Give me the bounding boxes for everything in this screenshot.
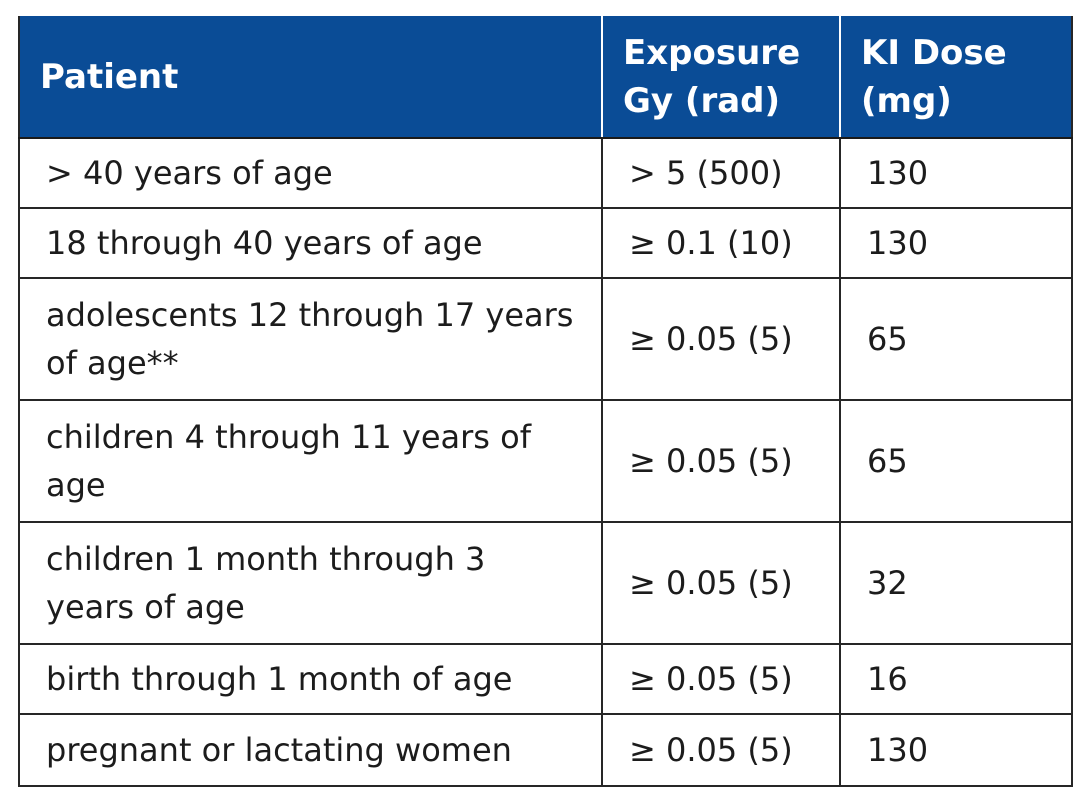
cell-exposure: ≥ 0.05 (5) xyxy=(601,713,841,787)
table-header: Patient Exposure Gy (rad) KI Dose (mg) xyxy=(19,16,1072,139)
table-row: pregnant or lactating women ≥ 0.05 (5) 1… xyxy=(18,713,1073,787)
cell-patient: pregnant or lactating women xyxy=(18,713,603,787)
cell-ki-dose: 130 xyxy=(839,137,1073,209)
table-row: 18 through 40 years of age ≥ 0.1 (10) 13… xyxy=(18,207,1073,279)
table-row: birth through 1 month of age ≥ 0.05 (5) … xyxy=(18,643,1073,715)
ki-dose-table: Patient Exposure Gy (rad) KI Dose (mg) >… xyxy=(18,16,1073,787)
cell-exposure: > 5 (500) xyxy=(601,137,841,209)
cell-exposure: ≥ 0.05 (5) xyxy=(601,643,841,715)
cell-ki-dose: 130 xyxy=(839,207,1073,279)
table-row: adolescents 12 through 17 years of age**… xyxy=(18,277,1073,401)
header-patient: Patient xyxy=(19,16,603,139)
header-row: Patient Exposure Gy (rad) KI Dose (mg) xyxy=(19,16,1072,139)
cell-exposure: ≥ 0.05 (5) xyxy=(601,521,841,645)
cell-exposure: ≥ 0.1 (10) xyxy=(601,207,841,279)
cell-exposure: ≥ 0.05 (5) xyxy=(601,277,841,401)
table-row: children 4 through 11 years of age ≥ 0.0… xyxy=(18,399,1073,523)
cell-ki-dose: 32 xyxy=(839,521,1073,645)
table-body: > 40 years of age > 5 (500) 130 18 throu… xyxy=(18,137,1073,787)
cell-patient: birth through 1 month of age xyxy=(18,643,603,715)
cell-exposure: ≥ 0.05 (5) xyxy=(601,399,841,523)
cell-patient: adolescents 12 through 17 years of age** xyxy=(18,277,603,401)
cell-patient: > 40 years of age xyxy=(18,137,603,209)
header-ki-dose: KI Dose (mg) xyxy=(840,16,1072,139)
ki-dose-table-container: Patient Exposure Gy (rad) KI Dose (mg) >… xyxy=(18,16,1073,787)
cell-patient: 18 through 40 years of age xyxy=(18,207,603,279)
header-exposure: Exposure Gy (rad) xyxy=(602,16,841,139)
cell-ki-dose: 130 xyxy=(839,713,1073,787)
cell-patient: children 4 through 11 years of age xyxy=(18,399,603,523)
cell-ki-dose: 65 xyxy=(839,399,1073,523)
cell-ki-dose: 16 xyxy=(839,643,1073,715)
table-row: children 1 month through 3 years of age … xyxy=(18,521,1073,645)
cell-ki-dose: 65 xyxy=(839,277,1073,401)
cell-patient: children 1 month through 3 years of age xyxy=(18,521,603,645)
table-row: > 40 years of age > 5 (500) 130 xyxy=(18,137,1073,209)
